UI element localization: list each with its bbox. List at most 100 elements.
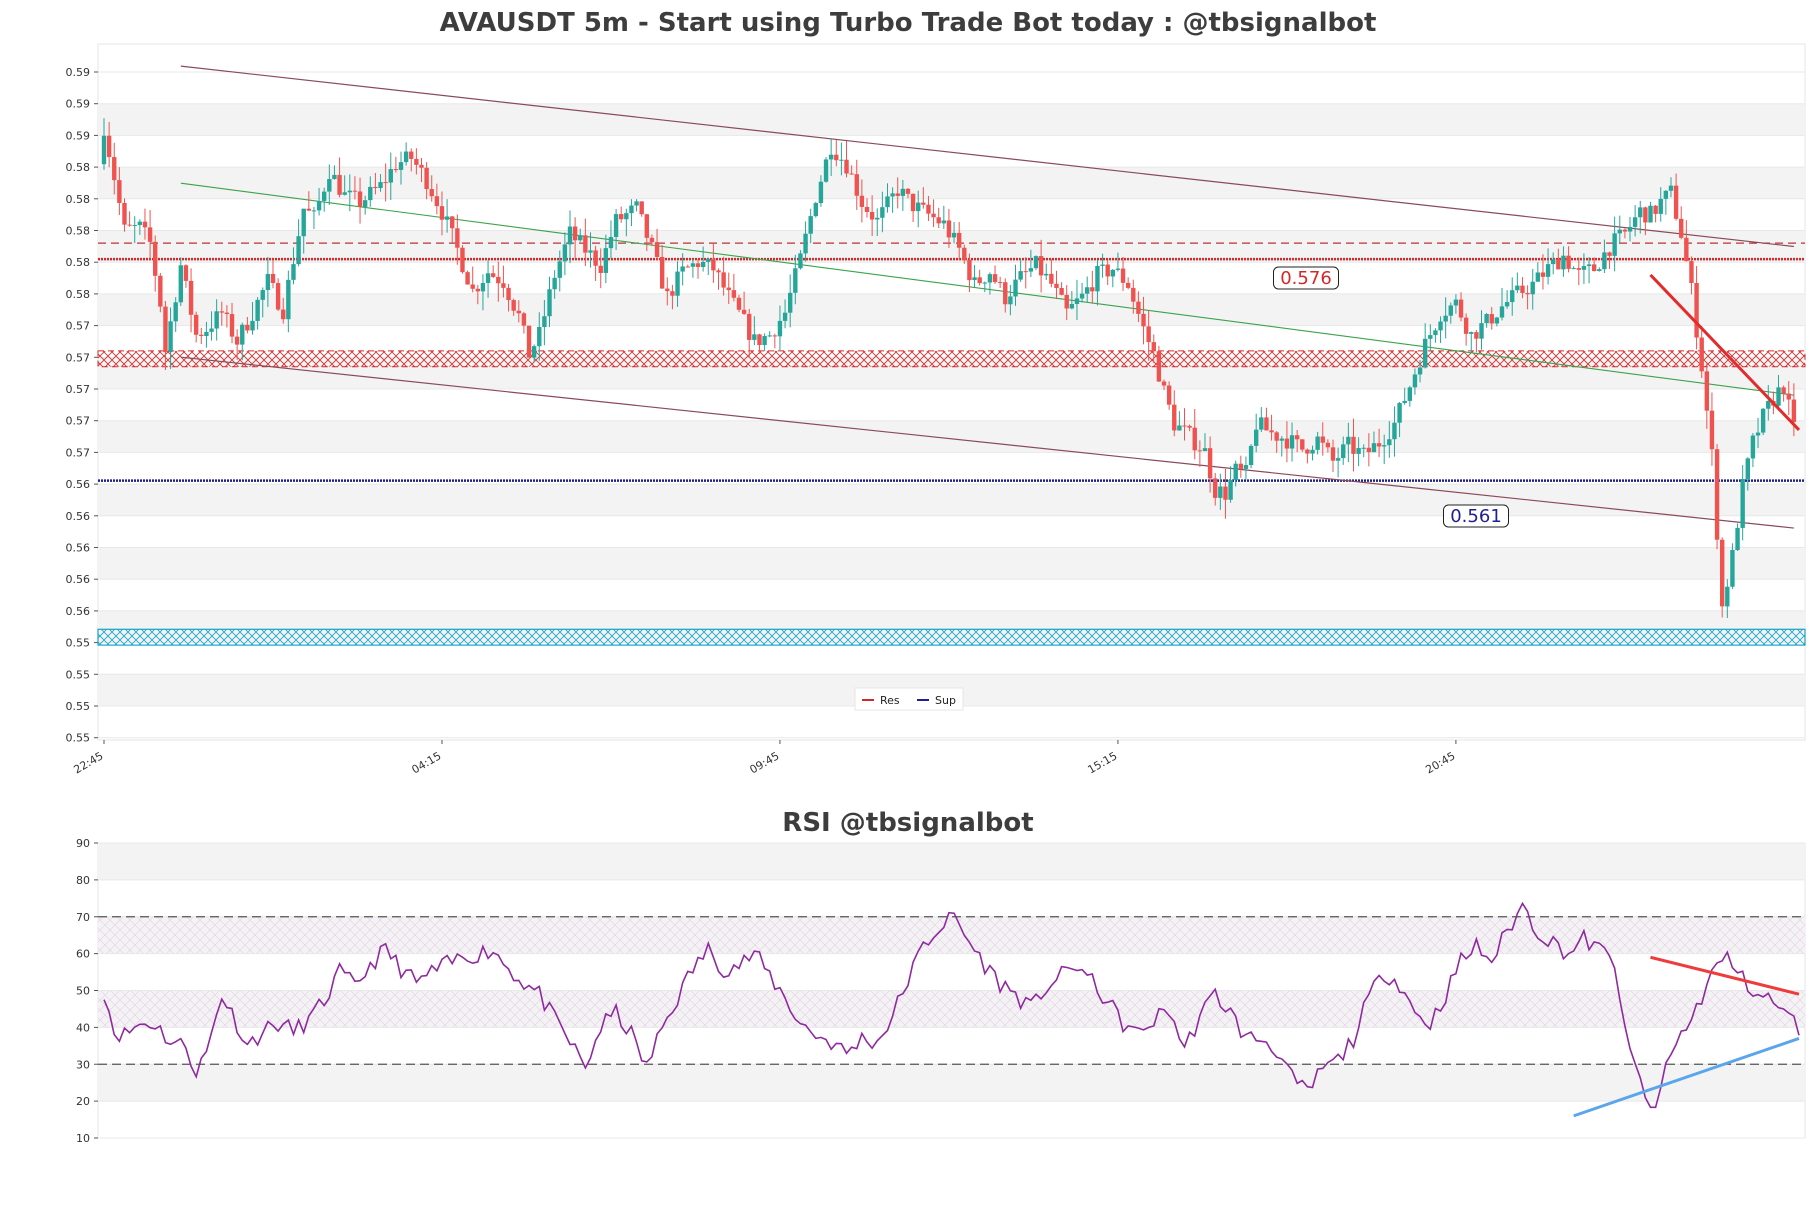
y-tick-label: 0.55 bbox=[66, 732, 91, 745]
candle-body bbox=[967, 259, 972, 281]
candle-body bbox=[1284, 438, 1290, 449]
candle-body bbox=[501, 283, 506, 288]
rsi-y-tick-label: 90 bbox=[76, 837, 90, 850]
candle-body bbox=[644, 214, 650, 238]
candle-body bbox=[1586, 264, 1592, 267]
candle-body bbox=[700, 261, 706, 268]
candle-body bbox=[1730, 550, 1735, 587]
candle-body bbox=[654, 242, 660, 257]
candle-body bbox=[1248, 445, 1254, 466]
candle-body bbox=[608, 237, 614, 249]
candle-body bbox=[537, 327, 542, 347]
candle-body bbox=[301, 208, 306, 237]
candle-body bbox=[1561, 255, 1566, 270]
resistance-zone bbox=[97, 350, 1806, 368]
candle-body bbox=[286, 279, 291, 320]
candle-body bbox=[1100, 264, 1105, 266]
candle-body bbox=[1243, 465, 1249, 469]
candle-body bbox=[1668, 185, 1674, 191]
price-panel: 0.59 0.59 0.59 0.58 0.58 0.58 0.58 0.58 0.57 0.57… bbox=[66, 43, 1806, 776]
rsi-grid-band bbox=[98, 1064, 1805, 1102]
candle-body bbox=[885, 196, 890, 208]
candle-body bbox=[941, 220, 947, 224]
candle-body bbox=[1556, 259, 1561, 270]
candle-body bbox=[803, 233, 808, 254]
candle-body bbox=[429, 189, 434, 197]
candle-body bbox=[716, 270, 721, 273]
candle-body bbox=[188, 280, 194, 315]
legend-label: Sup bbox=[935, 694, 956, 707]
candle-body bbox=[813, 203, 818, 217]
candle-body bbox=[1320, 436, 1325, 443]
candle-body bbox=[393, 169, 399, 171]
candle-body bbox=[1095, 265, 1100, 292]
rsi-y-tick-label: 60 bbox=[76, 948, 90, 961]
candle-body bbox=[296, 236, 301, 265]
candle-body bbox=[869, 211, 875, 220]
candle-body bbox=[1125, 282, 1131, 288]
candle-body bbox=[1305, 449, 1310, 454]
candle-body bbox=[1069, 303, 1075, 309]
candle-body bbox=[1571, 268, 1576, 270]
candle-body bbox=[281, 309, 286, 320]
candle-body bbox=[665, 288, 670, 292]
price-grid-band bbox=[98, 484, 1805, 516]
rsi-support-trendline bbox=[1573, 1037, 1800, 1118]
candle-body bbox=[526, 325, 532, 358]
candle-body bbox=[1038, 256, 1044, 276]
candle-body bbox=[511, 300, 516, 311]
candle-body bbox=[603, 248, 609, 273]
candle-body bbox=[793, 268, 798, 293]
candle-body bbox=[1443, 315, 1448, 322]
candle-body bbox=[1294, 435, 1300, 440]
candle-body bbox=[1033, 256, 1039, 269]
candle-body bbox=[1387, 439, 1392, 446]
candle-body bbox=[521, 313, 527, 326]
price-grid-band bbox=[98, 167, 1805, 199]
candle-body bbox=[593, 250, 598, 266]
y-tick-label: 0.58 bbox=[66, 225, 91, 238]
candle-body bbox=[1151, 342, 1156, 352]
candle-body bbox=[265, 273, 271, 291]
candle-body bbox=[1663, 190, 1669, 199]
candle-body bbox=[1259, 417, 1264, 430]
candle-body bbox=[1550, 259, 1556, 265]
candle-body bbox=[1597, 269, 1602, 272]
rsi-y-tick-label: 80 bbox=[76, 874, 90, 887]
candle-body bbox=[332, 174, 337, 180]
candle-body bbox=[209, 328, 214, 332]
price-grid-band bbox=[98, 547, 1805, 580]
candle-body bbox=[1694, 283, 1699, 338]
candle-body bbox=[234, 336, 240, 345]
candle-body bbox=[1238, 463, 1244, 469]
candle-body bbox=[1049, 273, 1054, 284]
candle-body bbox=[900, 188, 906, 196]
candle-body bbox=[670, 291, 675, 296]
candle-body bbox=[1699, 337, 1704, 372]
candle-body bbox=[777, 320, 783, 337]
candle-body bbox=[291, 264, 296, 280]
candle-body bbox=[1781, 387, 1786, 394]
candle-body bbox=[142, 221, 148, 228]
candle-body bbox=[311, 210, 317, 212]
resistance-label-box bbox=[1273, 266, 1339, 290]
candle-body bbox=[1776, 387, 1781, 406]
candle-body bbox=[147, 227, 153, 242]
rsi-line bbox=[103, 901, 1800, 1109]
candle-body bbox=[1187, 425, 1192, 428]
candle-body bbox=[1745, 458, 1750, 479]
x-tick-label: 09:45 bbox=[747, 749, 781, 776]
candle-body bbox=[1161, 381, 1167, 386]
candle-body bbox=[818, 181, 824, 204]
y-tick-label: 0.55 bbox=[66, 668, 91, 681]
y-tick-label: 0.55 bbox=[66, 637, 91, 650]
candle-body bbox=[378, 182, 383, 189]
candle-body bbox=[193, 314, 199, 335]
candle-body bbox=[1279, 438, 1284, 441]
candle-body bbox=[158, 275, 163, 307]
candle-body bbox=[1397, 403, 1402, 423]
candle-body bbox=[1166, 385, 1172, 405]
candle-body bbox=[762, 336, 767, 346]
y-tick-label: 0.56 bbox=[66, 542, 91, 555]
